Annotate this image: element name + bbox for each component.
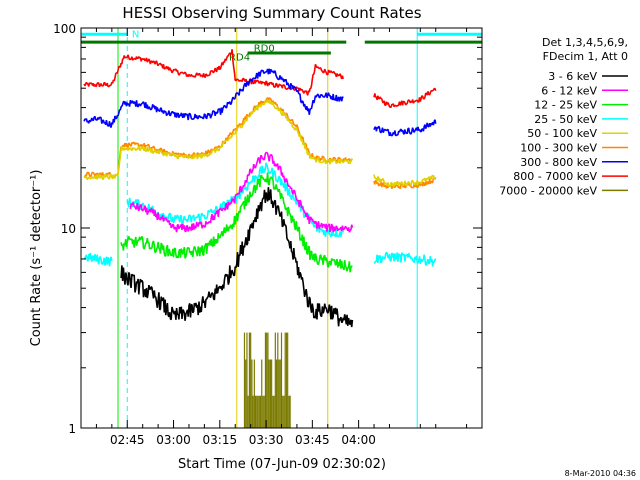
series-6-12-kev bbox=[129, 151, 354, 233]
x-tick-label-03-30: 03:30 bbox=[249, 433, 284, 447]
series-50-100-kev-segment-2 bbox=[373, 174, 437, 187]
y-tick-label-100: 100 bbox=[53, 22, 76, 36]
legend-label-800-7000-kev: 800 - 7000 keV bbox=[513, 170, 597, 183]
legend-label-12-25-kev: 12 - 25 keV bbox=[534, 99, 597, 112]
series-7000-20000-kev bbox=[243, 332, 291, 428]
x-axis-label: Start Time (07-Jun-09 02:30:02) bbox=[178, 457, 386, 472]
series-800-7000-kev-segment-2 bbox=[373, 87, 437, 109]
annotation-rd0: RD0 bbox=[254, 43, 275, 54]
y-tick-label-1: 1 bbox=[68, 422, 76, 436]
legend-label-50-100-kev: 50 - 100 keV bbox=[527, 127, 597, 140]
x-tick-label-03-15: 03:15 bbox=[203, 433, 238, 447]
y-tick-label-10: 10 bbox=[61, 222, 76, 236]
series-50-100-kev bbox=[84, 99, 437, 187]
series-100-300-kev bbox=[83, 97, 437, 190]
legend: Det 1,3,4,5,6,9, FDecim 1, Att 0 3 - 6 k… bbox=[499, 36, 628, 197]
series-800-7000-kev bbox=[83, 49, 437, 109]
legend-label-25-50-kev: 25 - 50 keV bbox=[534, 113, 597, 126]
series-800-7000-kev-segment-1 bbox=[83, 49, 344, 96]
series-12-25-kev bbox=[120, 172, 353, 273]
x-tick-label-04-00: 04:00 bbox=[341, 433, 376, 447]
legend-label-3-6-kev: 3 - 6 keV bbox=[548, 70, 597, 83]
annotation-rd4: RD4 bbox=[229, 53, 250, 64]
y-axis-label: Count Rate (s⁻¹ detector⁻¹) bbox=[29, 170, 44, 347]
series-25-50-kev-segment-1 bbox=[84, 252, 113, 267]
series-12-25-kev-segment-1 bbox=[120, 172, 353, 273]
series-3-6-kev-segment-1 bbox=[120, 187, 354, 328]
series-300-800-kev-segment-1 bbox=[83, 68, 344, 128]
x-tick-label-03-00: 03:00 bbox=[156, 433, 191, 447]
annotation-n: N bbox=[132, 29, 139, 40]
legend-label-7000-20000-kev: 7000 - 20000 keV bbox=[499, 184, 597, 197]
legend-label-6-12-kev: 6 - 12 keV bbox=[541, 84, 597, 97]
legend-label-100-300-kev: 100 - 300 keV bbox=[520, 142, 597, 155]
legend-header-line-2: FDecim 1, Att 0 bbox=[543, 50, 628, 63]
series-25-50-kev-segment-3 bbox=[373, 251, 437, 267]
series-100-300-kev-segment-2 bbox=[373, 177, 437, 190]
legend-header-line-1: Det 1,3,4,5,6,9, bbox=[542, 36, 628, 49]
x-tick-label-03-45: 03:45 bbox=[295, 433, 330, 447]
series-6-12-kev-segment-1 bbox=[129, 151, 354, 233]
series-300-800-kev-segment-2 bbox=[373, 119, 437, 137]
legend-label-300-800-kev: 300 - 800 keV bbox=[520, 156, 597, 169]
x-tick-label-02-45: 02:45 bbox=[110, 433, 145, 447]
series-50-100-kev-segment-1 bbox=[84, 99, 354, 181]
series-100-300-kev-segment-1 bbox=[83, 97, 353, 178]
series-300-800-kev bbox=[83, 68, 437, 137]
chart-title: HESSI Observing Summary Count Rates bbox=[122, 4, 421, 22]
series-3-6-kev bbox=[120, 187, 354, 328]
date-stamp: 8-Mar-2010 04:36 bbox=[565, 469, 636, 478]
